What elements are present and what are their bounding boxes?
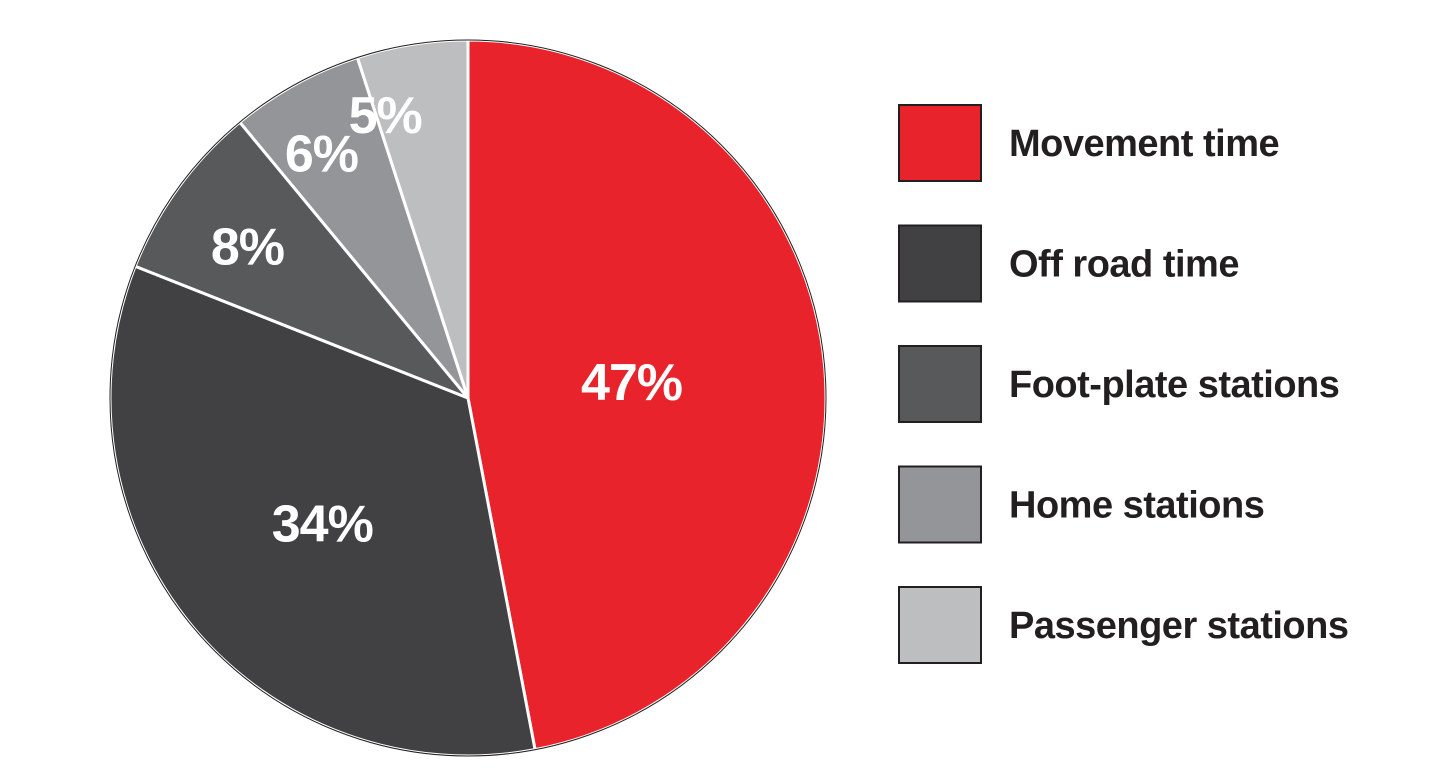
legend-label: Passenger stations [1009,605,1348,647]
pie-slices [108,38,828,758]
slice-value-label: 47% [581,354,682,412]
legend-swatch [898,224,982,303]
legend-label: Movement time [1009,123,1279,165]
pie-outline [109,39,827,757]
slice-value-label: 8% [211,218,284,276]
slice-value-label: 5% [349,87,422,145]
legend-item: Passenger stations [898,586,1349,664]
legend-item: Off road time [898,224,1239,303]
legend: Movement time Off road time Foot-plate sta… [898,104,1349,664]
legend-swatch [898,586,982,664]
slice-value-label: 34% [272,496,373,554]
legend-item: Foot-plate stations [898,345,1340,423]
legend-label: Off road time [1009,244,1239,286]
legend-swatch [898,104,982,182]
legend-swatch [898,465,982,544]
slice-value-label: 6% [285,125,358,183]
legend-item: Home stations [898,465,1265,544]
legend-swatch [898,345,982,423]
legend-label: Foot-plate stations [1009,364,1339,406]
legend-item: Movement time [898,104,1280,182]
legend-label: Home stations [1009,485,1264,527]
pie-value-labels: 47% 34% 8%6%5% [211,87,683,554]
